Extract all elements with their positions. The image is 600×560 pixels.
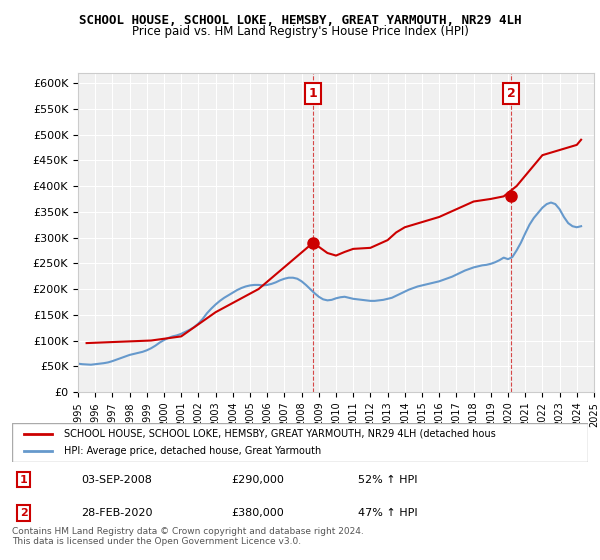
Text: HPI: Average price, detached house, Great Yarmouth: HPI: Average price, detached house, Grea…: [64, 446, 321, 456]
Text: 2: 2: [20, 508, 28, 518]
FancyBboxPatch shape: [12, 423, 588, 462]
Text: £290,000: £290,000: [231, 474, 284, 484]
Text: Contains HM Land Registry data © Crown copyright and database right 2024.
This d: Contains HM Land Registry data © Crown c…: [12, 526, 364, 546]
Text: 1: 1: [20, 474, 28, 484]
Text: SCHOOL HOUSE, SCHOOL LOKE, HEMSBY, GREAT YARMOUTH, NR29 4LH: SCHOOL HOUSE, SCHOOL LOKE, HEMSBY, GREAT…: [79, 14, 521, 27]
Text: 47% ↑ HPI: 47% ↑ HPI: [358, 508, 417, 518]
Text: 1: 1: [309, 87, 317, 100]
Text: £380,000: £380,000: [231, 508, 284, 518]
Text: Price paid vs. HM Land Registry's House Price Index (HPI): Price paid vs. HM Land Registry's House …: [131, 25, 469, 38]
Text: 52% ↑ HPI: 52% ↑ HPI: [358, 474, 417, 484]
Text: 28-FEB-2020: 28-FEB-2020: [81, 508, 152, 518]
Text: 03-SEP-2008: 03-SEP-2008: [81, 474, 152, 484]
Text: SCHOOL HOUSE, SCHOOL LOKE, HEMSBY, GREAT YARMOUTH, NR29 4LH (detached hous: SCHOOL HOUSE, SCHOOL LOKE, HEMSBY, GREAT…: [64, 429, 496, 439]
Text: 2: 2: [506, 87, 515, 100]
